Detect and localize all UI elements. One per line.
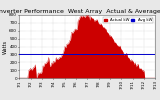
Legend: Actual kW, Avg kW: Actual kW, Avg kW bbox=[103, 17, 153, 23]
Y-axis label: Watts: Watts bbox=[3, 39, 8, 54]
Title: Solar PV/Inverter Performance  West Array  Actual & Average Power Output: Solar PV/Inverter Performance West Array… bbox=[0, 9, 160, 14]
